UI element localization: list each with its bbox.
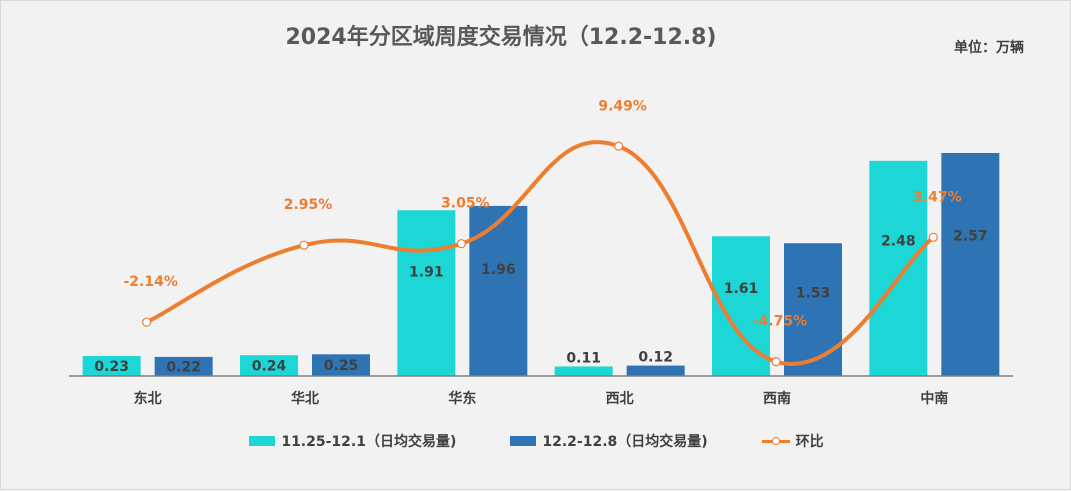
line-value-label-3: 3.05%: [441, 196, 490, 212]
bar-1-1: [82, 356, 141, 376]
legend-swatch-line: [761, 436, 790, 446]
x-tick-label-5: 西南: [763, 390, 791, 407]
bar-1-4: [554, 366, 613, 376]
bar-value-2-4: 0.12: [638, 350, 673, 366]
bar-1-2: [240, 355, 298, 376]
bar-value-1-2: 0.24: [252, 359, 287, 375]
legend-label-series-2: 12.2-12.8（日均交易量): [542, 434, 708, 450]
legend: 11.25-12.1（日均交易量) 12.2-12.8（日均交易量) 环比: [1, 431, 1071, 451]
x-tick-label-4: 西北: [606, 391, 634, 407]
legend-label-line: 环比: [795, 434, 824, 450]
bar-value-2-6: 2.57: [953, 229, 988, 245]
x-tick-label-3: 华东: [448, 390, 476, 407]
bar-2-1: [154, 356, 213, 376]
legend-swatch-series-1: [249, 436, 276, 446]
bar-2-5: [784, 243, 842, 376]
chart-title: 2024年分区域周度交易情况（12.2-12.8): [285, 25, 717, 50]
legend-swatch-series-2: [510, 436, 537, 446]
bar-value-1-5: 1.61: [724, 281, 759, 297]
line-value-label-2: 2.95%: [284, 197, 333, 213]
line-point-2: [299, 240, 309, 250]
bar-value-1-1: 0.23: [94, 359, 129, 375]
bar-2-2: [312, 354, 370, 376]
line-value-label-1: -2.14%: [123, 274, 177, 290]
bar-value-2-1: 0.22: [166, 359, 201, 375]
line-value-label-4: 9.49%: [598, 98, 647, 114]
x-tick-label-2: 华北: [291, 390, 319, 407]
unit-label: 单位：万辆: [954, 40, 1024, 56]
bar-value-2-2: 0.25: [324, 358, 359, 374]
line-point-4: [614, 141, 624, 151]
line-point-3: [456, 239, 466, 249]
line-point-1: [142, 317, 152, 327]
line-value-label-6: 3.47%: [913, 189, 962, 205]
x-tick-label-6: 中南: [920, 390, 948, 407]
legend-item-series-1[interactable]: 11.25-12.1（日均交易量): [249, 431, 456, 451]
bar-value-2-5: 1.53: [796, 285, 831, 301]
legend-label-series-1: 11.25-12.1（日均交易量): [281, 434, 457, 450]
bar-value-1-6: 2.48: [881, 233, 916, 249]
x-tick-label-1: 东北: [134, 390, 162, 407]
bar-2-4: [626, 365, 685, 376]
line-point-5: [771, 357, 781, 367]
line-value-label-5: -4.75%: [753, 314, 807, 330]
line-series-path: [144, 140, 936, 366]
bar-value-1-3: 1.91: [409, 265, 444, 281]
bar-value-1-4: 0.11: [566, 350, 601, 366]
bar-1-6: [869, 160, 928, 376]
legend-item-line[interactable]: 环比: [761, 431, 824, 451]
bar-1-3: [397, 210, 456, 376]
bar-2-6: [941, 153, 1000, 376]
bar-2-3: [469, 205, 528, 376]
legend-item-series-2[interactable]: 12.2-12.8（日均交易量): [510, 431, 708, 451]
bar-value-2-3: 1.96: [481, 262, 516, 278]
line-point-6: [928, 232, 938, 242]
